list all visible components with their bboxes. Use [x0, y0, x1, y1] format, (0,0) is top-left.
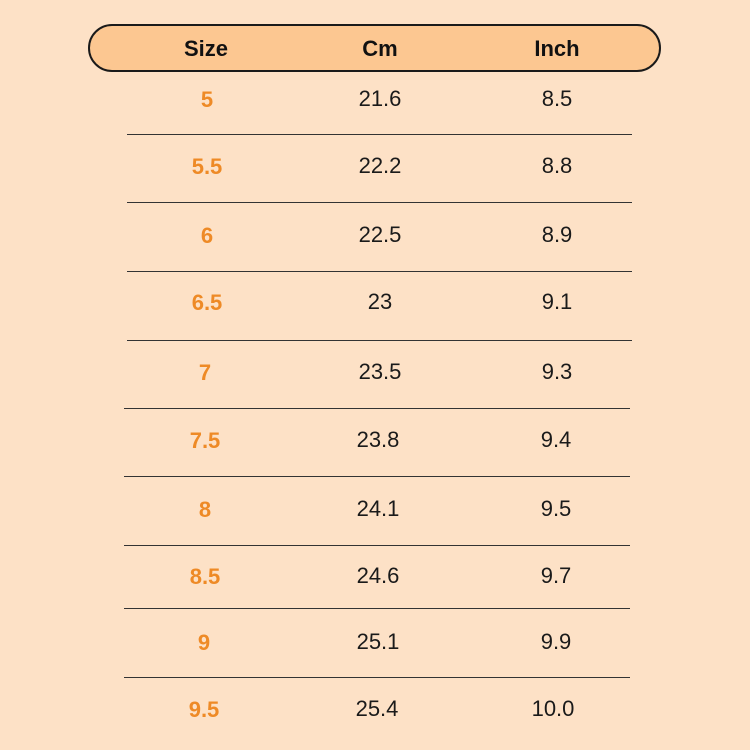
cell-size: 9.5	[188, 697, 220, 722]
cell-cm: 23.5	[358, 359, 402, 384]
cell-size: 8.5	[189, 564, 221, 589]
cell-cm: 25.4	[355, 696, 399, 721]
cell-inch: 8.8	[541, 153, 573, 178]
cell-size: 8	[198, 497, 212, 522]
cell-inch: 9.5	[540, 496, 572, 521]
cell-cm: 23	[367, 289, 393, 314]
cell-size: 7	[198, 360, 212, 385]
cell-size: 5.5	[191, 154, 223, 179]
cell-inch: 9.4	[540, 427, 572, 452]
cell-inch: 9.9	[540, 629, 572, 654]
cell-size: 7.5	[189, 428, 221, 453]
cell-cm: 21.6	[358, 86, 402, 111]
table-header: Size Cm Inch	[88, 24, 661, 72]
header-cm: Cm	[362, 36, 398, 61]
row-divider	[124, 677, 630, 678]
cell-cm: 25.1	[356, 629, 400, 654]
cell-inch: 9.3	[541, 359, 573, 384]
row-divider	[124, 408, 630, 409]
row-divider	[124, 476, 630, 477]
cell-size: 6	[200, 223, 214, 248]
row-divider	[124, 545, 630, 546]
cell-inch: 9.7	[540, 563, 572, 588]
cell-cm: 23.8	[356, 427, 400, 452]
cell-cm: 24.1	[356, 496, 400, 521]
cell-inch: 8.9	[541, 222, 573, 247]
header-inch: Inch	[534, 36, 580, 61]
row-divider	[127, 134, 632, 135]
cell-cm: 22.2	[358, 153, 402, 178]
row-divider	[127, 340, 632, 341]
cell-size: 6.5	[191, 290, 223, 315]
cell-inch: 10.0	[531, 696, 575, 721]
row-divider	[127, 271, 632, 272]
cell-size: 9	[197, 630, 211, 655]
cell-cm: 24.6	[356, 563, 400, 588]
cell-cm: 22.5	[358, 222, 402, 247]
row-divider	[127, 202, 632, 203]
cell-size: 5	[200, 87, 214, 112]
cell-inch: 9.1	[541, 289, 573, 314]
header-size: Size	[183, 36, 229, 61]
row-divider	[124, 608, 630, 609]
cell-inch: 8.5	[541, 86, 573, 111]
